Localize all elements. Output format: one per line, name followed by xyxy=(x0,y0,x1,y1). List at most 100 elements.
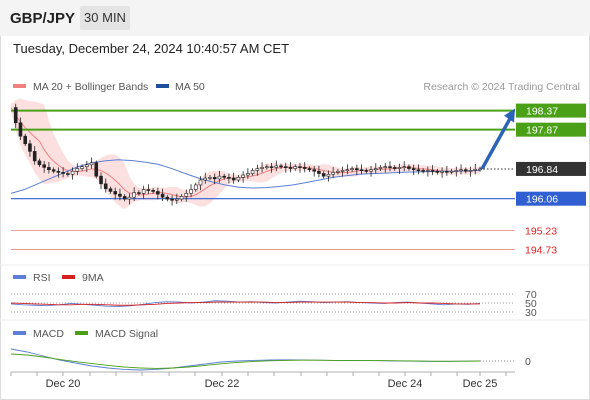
candle-up xyxy=(198,179,203,186)
candle-up xyxy=(75,168,80,172)
candle-up xyxy=(340,170,345,172)
candle-down xyxy=(269,166,274,168)
resistance-label: 197.87 xyxy=(526,125,558,137)
bollinger-fill xyxy=(11,98,480,210)
macd-line xyxy=(10,348,481,371)
research-credit: Research © 2024 Trading Central xyxy=(423,81,580,93)
candle-down xyxy=(113,191,118,195)
candle-down xyxy=(51,169,56,172)
x-tick-label: Dec 20 xyxy=(46,378,81,390)
x-axis: Dec 20 Dec 22 Dec 24 Dec 25 xyxy=(10,371,515,390)
candle-down xyxy=(283,166,288,168)
candle-down xyxy=(312,169,316,172)
candle-down xyxy=(421,170,425,172)
candle-down xyxy=(231,177,236,181)
price-legend: MA 20 + Bollinger Bands MA 50 Research ©… xyxy=(13,81,580,93)
candle-up xyxy=(132,192,136,198)
candle-up xyxy=(127,196,132,200)
candle-up xyxy=(468,170,473,172)
candle-up xyxy=(184,193,189,197)
last-price-label-bg xyxy=(516,161,586,176)
macd-signal-swatch xyxy=(75,331,88,335)
candle-up xyxy=(402,166,407,168)
pivot-label: 196.06 xyxy=(526,194,558,206)
candle-up xyxy=(440,170,444,173)
candle-down xyxy=(317,170,321,174)
candle-up xyxy=(175,198,179,201)
pivot-label-bg xyxy=(516,191,586,206)
candle-down xyxy=(122,196,127,200)
candle-up xyxy=(70,170,75,175)
ma9-legend-label: 9MA xyxy=(82,272,104,284)
candle-down xyxy=(463,169,468,172)
resistance-label-bg xyxy=(516,103,586,118)
candle-up xyxy=(473,169,478,171)
candle-down xyxy=(13,107,18,124)
candle-down xyxy=(47,167,51,171)
candle-down xyxy=(99,175,103,185)
ma50-line xyxy=(10,159,481,194)
forecast-arrow xyxy=(480,108,515,170)
candle-down xyxy=(118,193,122,197)
candle-down xyxy=(435,170,440,173)
macd-panel: MACD MACD Signal 0 xyxy=(0,319,590,371)
candle-down xyxy=(407,166,411,169)
timeframe-button[interactable]: 30 MIN xyxy=(80,6,130,30)
candle-up xyxy=(208,177,212,179)
candle-down xyxy=(212,177,217,180)
candle-up xyxy=(369,169,373,172)
candle-down xyxy=(37,160,42,166)
candle-down xyxy=(355,168,359,171)
candle-up xyxy=(141,189,146,194)
candle-up xyxy=(193,184,198,190)
last-price-label: 196.84 xyxy=(526,164,558,176)
candle-up xyxy=(203,177,208,181)
candle-up xyxy=(373,168,378,171)
x-tick-label: Dec 22 xyxy=(205,378,240,390)
candle-down xyxy=(61,172,65,174)
candle-up xyxy=(383,166,388,168)
support-label: 194.73 xyxy=(525,244,557,256)
candle-up xyxy=(246,173,250,176)
candle-up xyxy=(336,170,340,173)
candle-up xyxy=(350,168,354,171)
candle-down xyxy=(321,173,326,177)
candle-up xyxy=(459,169,463,172)
candle-down xyxy=(18,122,23,137)
candle-up xyxy=(449,170,454,173)
macd-legend-label: MACD xyxy=(33,328,64,340)
candle-up xyxy=(274,165,279,168)
candle-down xyxy=(430,170,435,172)
candle-down xyxy=(160,193,165,198)
candle-up xyxy=(378,167,383,169)
candle-down xyxy=(56,170,61,173)
x-tick-label: Dec 25 xyxy=(463,378,498,390)
candle-up xyxy=(250,170,255,174)
candle-down xyxy=(392,167,397,169)
forecast-arrow-head xyxy=(504,108,515,123)
candle-up xyxy=(89,162,94,166)
candle-down xyxy=(279,165,283,168)
chart-header: GBP/JPY 30 MIN xyxy=(0,0,590,36)
resistance-label-bg xyxy=(516,122,586,137)
ma9-swatch xyxy=(62,275,75,279)
rsi-tick-label: 50 xyxy=(525,298,537,310)
candle-down xyxy=(108,188,113,192)
macd-signal-legend-label: MACD Signal xyxy=(95,328,158,340)
candle-up xyxy=(84,164,89,167)
candle-down xyxy=(156,191,160,195)
candle-up xyxy=(217,175,222,180)
candle-down xyxy=(165,196,170,200)
candle-up xyxy=(426,170,430,172)
candle-up xyxy=(345,169,350,172)
rsi-tick-label: 70 xyxy=(525,289,537,301)
macd-signal-line xyxy=(10,353,481,369)
candle-down xyxy=(23,135,28,145)
ma9-line xyxy=(10,301,480,306)
candle-up xyxy=(326,173,331,177)
candle-up xyxy=(189,189,193,194)
x-tick-label: Dec 24 xyxy=(388,378,423,390)
price-candles xyxy=(13,103,482,206)
